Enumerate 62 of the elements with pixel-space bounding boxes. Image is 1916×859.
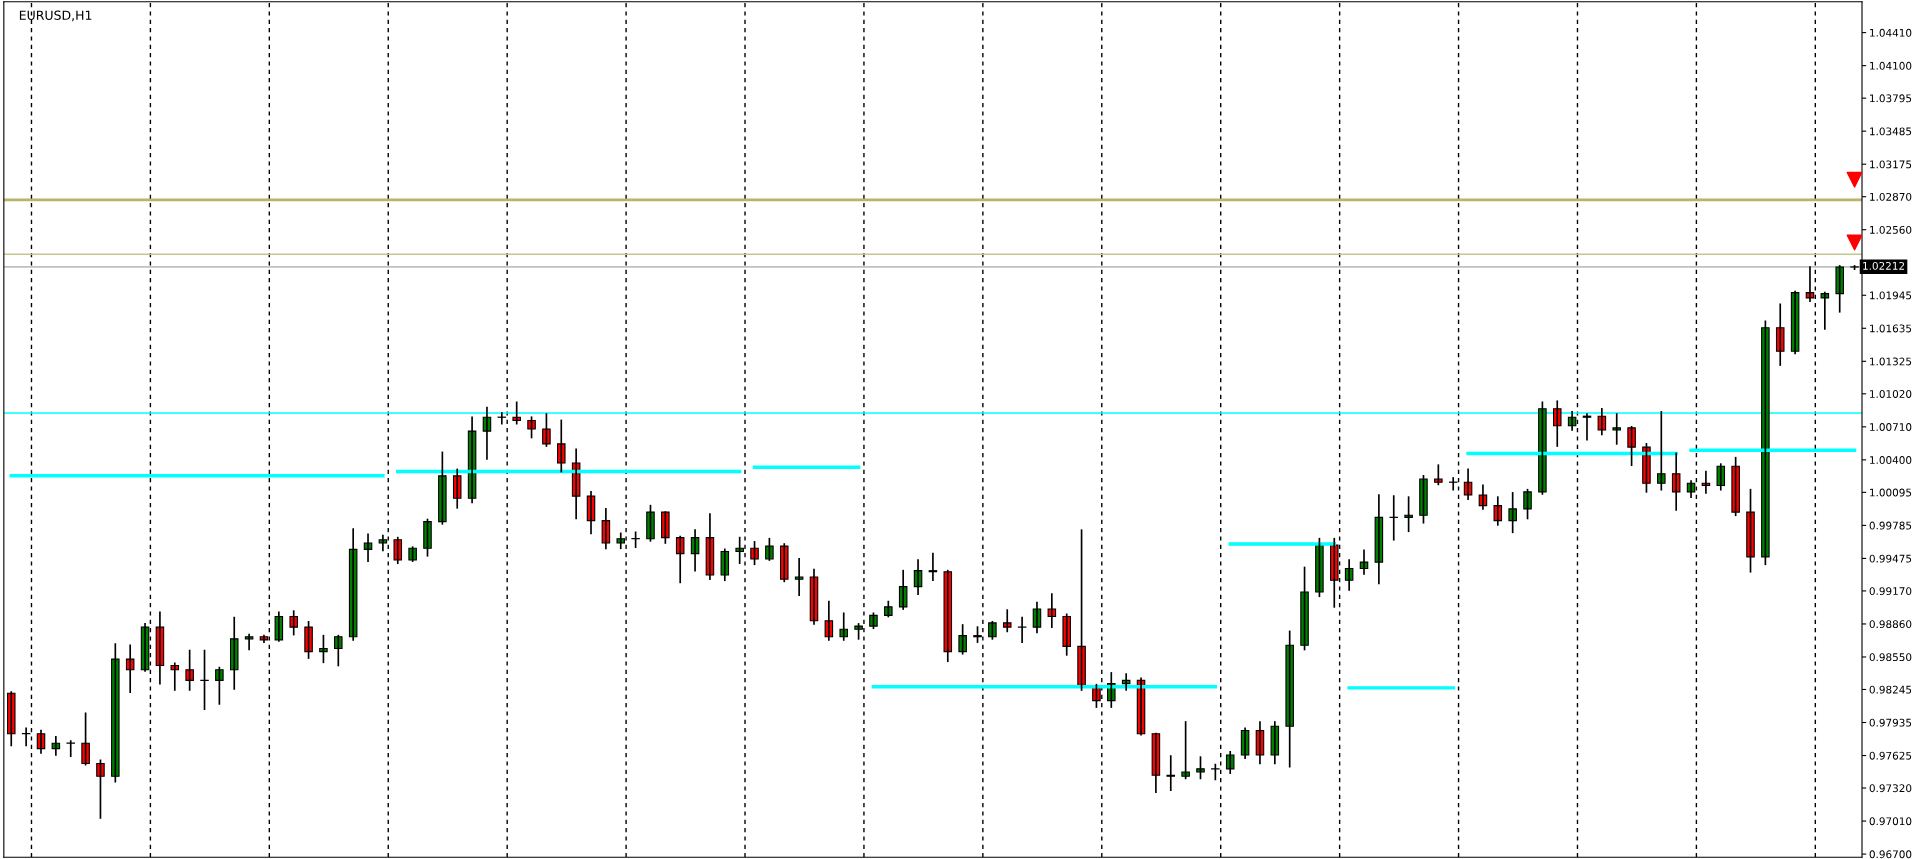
y-tick-label: 1.01945 [1870,291,1912,300]
ref-line-label: 1.02212 [1863,261,1905,270]
y-tick-label: 0.98245 [1869,685,1912,694]
candlestick [244,633,254,651]
y-tick-label: 1.01325 [1870,357,1912,366]
y-tick-label: 0.98550 [1869,653,1912,662]
y-tick-label: 0.99475 [1869,554,1912,563]
candlestick [1731,456,1740,517]
candlestick [1002,609,1012,633]
candlestick [304,620,313,659]
text: EURUSD,H1 [19,10,92,22]
candlestick [96,759,105,819]
y-tick-label: 1.00710 [1870,423,1912,431]
candlestick [185,649,194,691]
candlestick [527,416,536,439]
candlestick [1538,401,1547,495]
y-tick-label: 1.02560 [1870,225,1912,234]
y-tick-label: 0.96700 [1869,850,1912,859]
candlestick [794,558,804,597]
y-tick-label: 0.99170 [1869,587,1912,596]
y-tick-label: 0.99785 [1869,521,1912,530]
y-tick-label: 1.01635 [1870,324,1912,333]
y-tick-label: 1.01020 [1870,390,1912,398]
candlestick [1419,475,1428,524]
candlestick [1315,537,1324,598]
y-tick-label: 1.04100 [1870,61,1912,70]
y-tick-label: 1.03175 [1870,160,1912,169]
y-tick-label: 0.97935 [1869,718,1912,727]
candlestick [1434,464,1443,486]
candlestick [661,511,670,544]
candlestick [646,504,655,542]
y-tick-label: 1.04410 [1870,28,1912,37]
candlestick [497,412,507,425]
y-tick-label: 0.97010 [1869,817,1912,826]
y-tick-label: 0.98860 [1869,620,1912,629]
candlestick [1404,496,1413,533]
y-tick-label: 1.00400 [1870,456,1912,464]
y-tick-label: 0.97625 [1869,751,1912,760]
candlestick [1181,721,1190,780]
candlestick [81,712,90,766]
y-tick-label: 1.03795 [1870,94,1912,103]
y-tick-label: 1.03485 [1870,127,1912,136]
y-tick-label: 1.00095 [1870,488,1912,497]
candlestick [765,537,774,561]
candlestick [750,541,759,566]
y-tick-label: 0.97320 [1869,784,1912,793]
candlestick [1820,291,1830,330]
candlestick [958,624,967,655]
candlestick [1508,492,1517,534]
candlestick [215,666,224,705]
candlestick [1196,756,1205,780]
candlestick [1746,488,1755,573]
candlestick [1627,426,1636,467]
candlestick [423,518,432,557]
candlestick [542,413,551,447]
candlestick [1612,413,1621,445]
candlestick [1017,616,1027,643]
candlestick [1523,488,1532,520]
candlestick [1300,566,1309,651]
candlestick [438,451,447,525]
candlestick [1761,320,1770,566]
y-tick-label: 1.02870 [1870,192,1912,201]
